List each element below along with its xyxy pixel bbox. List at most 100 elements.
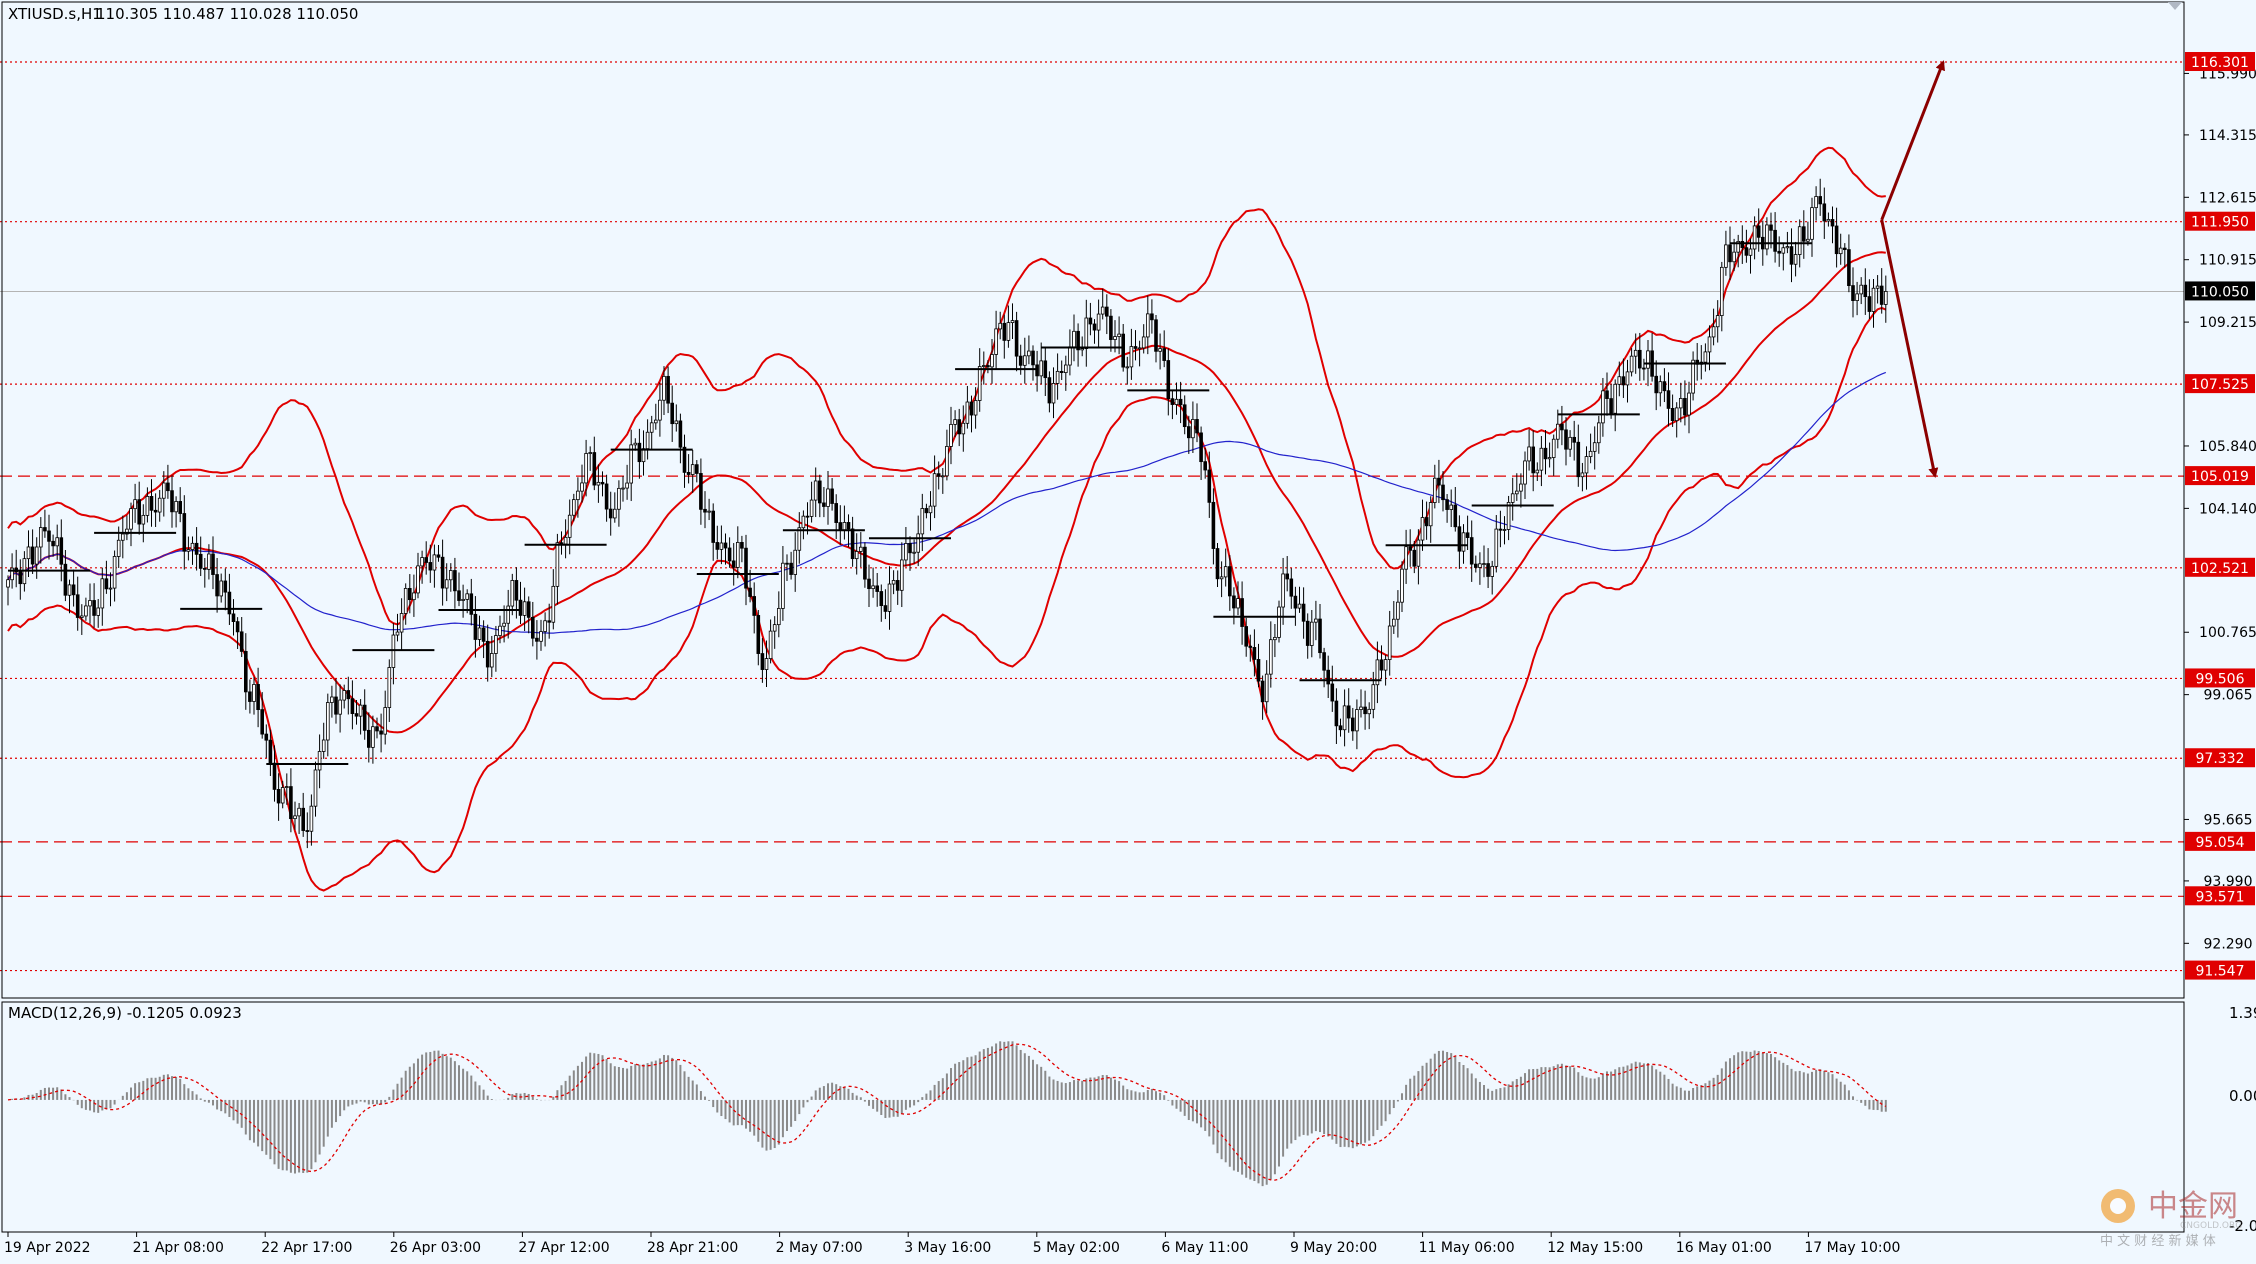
candle-body	[822, 502, 826, 507]
time-tick-label: 27 Apr 12:00	[518, 1240, 609, 1256]
candle-body	[141, 514, 146, 525]
candle-body	[145, 496, 150, 516]
candle-body	[1264, 673, 1269, 703]
candle-body	[1814, 196, 1818, 209]
candle-body	[592, 452, 597, 486]
candle-body	[207, 553, 211, 570]
candle-body	[1875, 285, 1880, 289]
candle-body	[764, 658, 769, 670]
candle-body	[1826, 219, 1831, 222]
candle-body	[1683, 398, 1687, 416]
candle-body	[1113, 336, 1117, 340]
candle-body	[432, 554, 437, 571]
candle-body	[485, 640, 490, 668]
candle-body	[1150, 313, 1154, 321]
candle-body	[1408, 546, 1413, 551]
candle-body	[604, 483, 609, 510]
candle-body	[190, 542, 195, 550]
candle-body	[379, 730, 383, 735]
candle-body	[231, 613, 236, 622]
candle-body	[772, 624, 777, 632]
candle-body	[330, 696, 334, 703]
candle-body	[227, 591, 232, 615]
candle-body	[1469, 537, 1474, 565]
candle-body	[1400, 568, 1404, 603]
candle-body	[998, 322, 1002, 330]
candle-body	[1404, 546, 1408, 570]
candle-body	[371, 726, 375, 748]
candle-body	[1465, 532, 1470, 538]
candle-body	[686, 471, 691, 475]
candle-body	[1843, 247, 1847, 251]
candle-body	[1068, 346, 1072, 366]
candle-body	[1314, 618, 1318, 623]
candle-body	[740, 541, 744, 549]
candle-body	[629, 444, 633, 484]
candle-body	[1334, 700, 1339, 727]
candle-body	[666, 375, 670, 404]
candle-body	[215, 574, 219, 597]
candle-body	[982, 365, 986, 367]
candle-body	[1187, 426, 1191, 439]
candle-body	[875, 585, 879, 592]
candle-body	[1059, 370, 1064, 374]
candle-body	[1617, 376, 1622, 385]
candle-body	[1322, 652, 1326, 671]
candle-body	[395, 631, 400, 636]
candle-body	[641, 448, 646, 463]
candle-body	[96, 607, 101, 616]
candle-body	[391, 634, 396, 668]
candle-body	[1195, 419, 1199, 434]
candle-body	[198, 553, 203, 569]
time-tick-label: 11 May 06:00	[1419, 1240, 1515, 1256]
candle-body	[1076, 330, 1080, 351]
level-label: 99.506	[2196, 671, 2245, 687]
candle-body	[256, 684, 260, 711]
candle-body	[448, 570, 453, 581]
candle-body	[161, 482, 166, 499]
candle-body	[1670, 408, 1675, 422]
candle-body	[264, 733, 269, 741]
projection-arrow-up[interactable]	[1880, 60, 1945, 221]
candle-body	[510, 580, 515, 607]
candle-body	[608, 508, 613, 519]
candle-body	[1638, 349, 1642, 369]
candle-body	[928, 505, 933, 514]
candle-body	[153, 509, 158, 513]
candle-body	[1043, 360, 1048, 379]
candle-body	[1756, 225, 1761, 238]
scroll-down-icon[interactable]	[2168, 2, 2182, 10]
level-label-bg	[2185, 374, 2255, 394]
candle-body	[1002, 322, 1007, 341]
candle-body	[658, 399, 662, 421]
candle-body	[346, 690, 351, 700]
candle-body	[551, 585, 556, 623]
candle-body	[1687, 392, 1691, 416]
candle-body	[1084, 317, 1089, 349]
price-tick-label: 92.290	[2204, 936, 2253, 952]
candle-body	[170, 490, 174, 513]
candle-body	[108, 587, 113, 590]
candle-body	[1092, 323, 1097, 331]
candle-body	[260, 709, 264, 735]
time-tick-label: 6 May 11:00	[1161, 1240, 1248, 1256]
candle-body	[727, 547, 732, 562]
candle-body	[760, 653, 765, 670]
candle-body	[1711, 326, 1716, 338]
candle-body	[1510, 493, 1515, 503]
candle-body	[1416, 539, 1421, 567]
candle-body	[366, 729, 371, 748]
candle-body	[1170, 398, 1175, 405]
candle-body	[535, 637, 539, 642]
candle-body	[649, 422, 654, 433]
candle-body	[1023, 355, 1027, 366]
level-label: 102.521	[2191, 561, 2249, 577]
price-tick-label: 110.915	[2199, 253, 2256, 269]
projection-arrow-down[interactable]	[1880, 219, 1939, 479]
candle-body	[1642, 367, 1646, 370]
candle-body	[633, 442, 638, 446]
candle-body	[211, 553, 215, 575]
candle-body	[752, 596, 756, 616]
